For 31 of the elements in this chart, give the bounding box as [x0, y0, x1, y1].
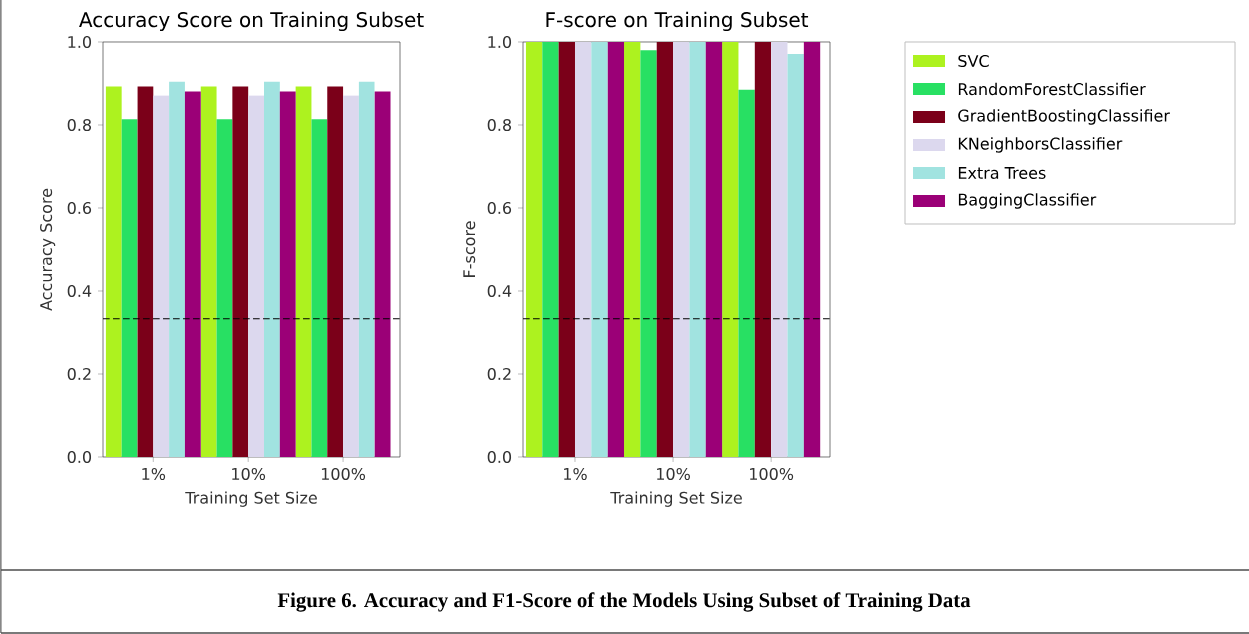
y-tick-label: 0.8	[487, 118, 512, 132]
y-axis-title: Accuracy Score	[40, 188, 56, 311]
y-tick-label: 1.0	[488, 35, 512, 49]
legend-label: Extra Trees	[958, 167, 1046, 179]
x-axis-title: Training Set Size	[610, 491, 742, 507]
y-tick-label: 0.4	[487, 284, 512, 298]
y-tick-label: 0.8	[67, 118, 92, 132]
legend-label: GradientBoostingClassifier	[958, 109, 1170, 125]
x-tick-label: 1%	[564, 467, 587, 480]
x-tick-label: 10%	[657, 467, 690, 480]
legend-label: KNeighborsClassifier	[958, 137, 1123, 153]
y-tick-label: 0.0	[487, 450, 512, 464]
x-tick-label: 100%	[321, 467, 366, 480]
y-tick-label: 0.0	[67, 450, 92, 464]
x-axis-title: Training Set Size	[185, 491, 317, 507]
y-tick-label: 0.6	[487, 201, 512, 215]
legend-label: RandomForestClassifier	[958, 82, 1146, 96]
x-tick-label: 1%	[142, 467, 166, 480]
y-tick-label: 0.4	[67, 284, 92, 298]
y-tick-label: 0.6	[67, 201, 92, 215]
y-tick-label: 0.2	[487, 367, 511, 381]
legend-label: BaggingClassifier	[958, 193, 1097, 209]
x-tick-label: 10%	[232, 467, 266, 480]
y-axis-title: F-score	[463, 221, 476, 277]
y-tick-label: 1.0	[68, 35, 92, 49]
y-tick-label: 0.2	[67, 367, 91, 381]
legend-label: SVC	[958, 54, 989, 68]
chart-title: Accuracy Score on Training Subset	[79, 11, 424, 32]
caption: Figure 6. Accuracy and F1-Score of the Models Using Subset of Training Data	[277, 592, 971, 612]
x-tick-label: 100%	[750, 467, 794, 480]
chart-title: F-score on Training Subset	[546, 11, 809, 32]
